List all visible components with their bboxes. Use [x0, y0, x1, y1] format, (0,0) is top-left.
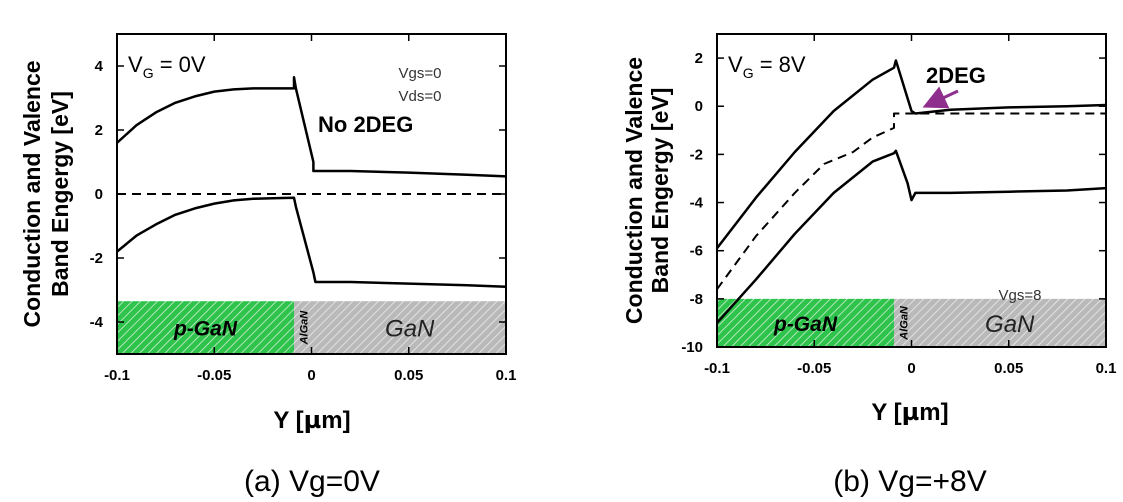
- series-line-2: [116, 196, 507, 289]
- annotation-2deg: 2DEG: [926, 63, 986, 88]
- y-tick-label: -4: [690, 195, 704, 212]
- bias-note-vds: Vds=0: [399, 88, 442, 105]
- y-tick-label: -2: [90, 250, 103, 267]
- 2deg-arrow: [922, 86, 959, 109]
- series-line-1: [116, 75, 507, 178]
- bias-note-vgs: Vgs=8: [999, 287, 1042, 304]
- y-tick-label: -8: [690, 291, 703, 308]
- region-label-algan: AlGaN: [299, 310, 311, 346]
- region-label-p-gan: p-GaN: [773, 313, 838, 336]
- y-tick-label: -4: [90, 314, 104, 331]
- region-algan: [293, 301, 314, 354]
- device-regions: p-GaN AlGaN GaN: [717, 298, 1106, 347]
- region-algan: [893, 298, 914, 347]
- region-gan: [913, 298, 1106, 347]
- series-line-1: [716, 59, 1107, 250]
- caption-b: (b) Vg=+8V: [833, 465, 986, 498]
- chart-b: p-GaN AlGaN GaN -0.1 -0.05 0 0.05 0.120-2-4-…: [621, 33, 1116, 498]
- y-axis-label-line2: Band Engergy [eV]: [47, 91, 73, 297]
- caption-a: (a) Vg=0V: [244, 465, 380, 498]
- y-axis-label-line1: Conduction and Valence: [621, 57, 647, 324]
- bias-note-vgs: Vgs=0: [399, 65, 442, 82]
- x-tick-label: -0.1: [704, 360, 730, 377]
- x-axis-label: Y [µm]: [273, 406, 350, 434]
- region-gan: [313, 301, 506, 354]
- y-tick-label: 2: [695, 50, 703, 67]
- y-axis-label-line1: Conduction and Valence: [19, 60, 45, 327]
- region-p-gan: [717, 298, 894, 347]
- x-tick-label: 0.05: [994, 360, 1023, 377]
- y-tick-label: 0: [695, 98, 703, 115]
- y-axis-label-line2: Band Engergy [eV]: [647, 88, 673, 294]
- y-tick-label: 2: [95, 122, 103, 139]
- device-regions: p-GaN AlGaN GaN: [117, 301, 506, 354]
- x-tick-label: 0.05: [394, 367, 423, 384]
- x-axis-label: Y [µm]: [871, 398, 948, 426]
- x-tick-label: -0.05: [797, 360, 831, 377]
- x-tick-label: -0.05: [197, 367, 231, 384]
- x-tick-label: 0: [907, 360, 915, 377]
- y-tick-label: 0: [95, 186, 103, 203]
- x-tick-label: 0.1: [1096, 360, 1117, 377]
- series-line-3: [716, 149, 1107, 324]
- gate-voltage-label: VG = 0V: [128, 52, 206, 81]
- tick-group: -0.1 -0.05 0 0.05 0.1 4 2 0 -2 -4: [90, 34, 517, 384]
- x-tick-label: -0.1: [104, 367, 130, 384]
- series-group: [716, 59, 1107, 324]
- tick-group: -0.1 -0.05 0 0.05 0.1 2 0 -2 -4 -6 -8 -10: [681, 34, 1116, 377]
- region-label-gan: GaN: [385, 316, 435, 343]
- x-tick-label: 0: [307, 367, 315, 384]
- region-label-gan: GaN: [985, 311, 1035, 338]
- y-tick-label: 4: [95, 58, 104, 75]
- region-p-gan: [117, 301, 294, 354]
- chart-a: p-GaN AlGaN GaN -0.1 -0.05 0 0.05 0.1 4 2 0 -2 -4…: [19, 33, 517, 498]
- y-tick-label: -6: [690, 243, 703, 260]
- series-group: [116, 75, 507, 289]
- region-label-p-gan: p-GaN: [173, 318, 238, 341]
- gate-voltage-label: VG = 8V: [728, 52, 806, 81]
- x-tick-label: 0.1: [496, 367, 517, 384]
- y-tick-label: -2: [690, 146, 703, 163]
- annotation-no-2deg: No 2DEG: [318, 112, 413, 137]
- region-label-algan: AlGaN: [899, 305, 911, 341]
- y-tick-label: -10: [681, 339, 703, 356]
